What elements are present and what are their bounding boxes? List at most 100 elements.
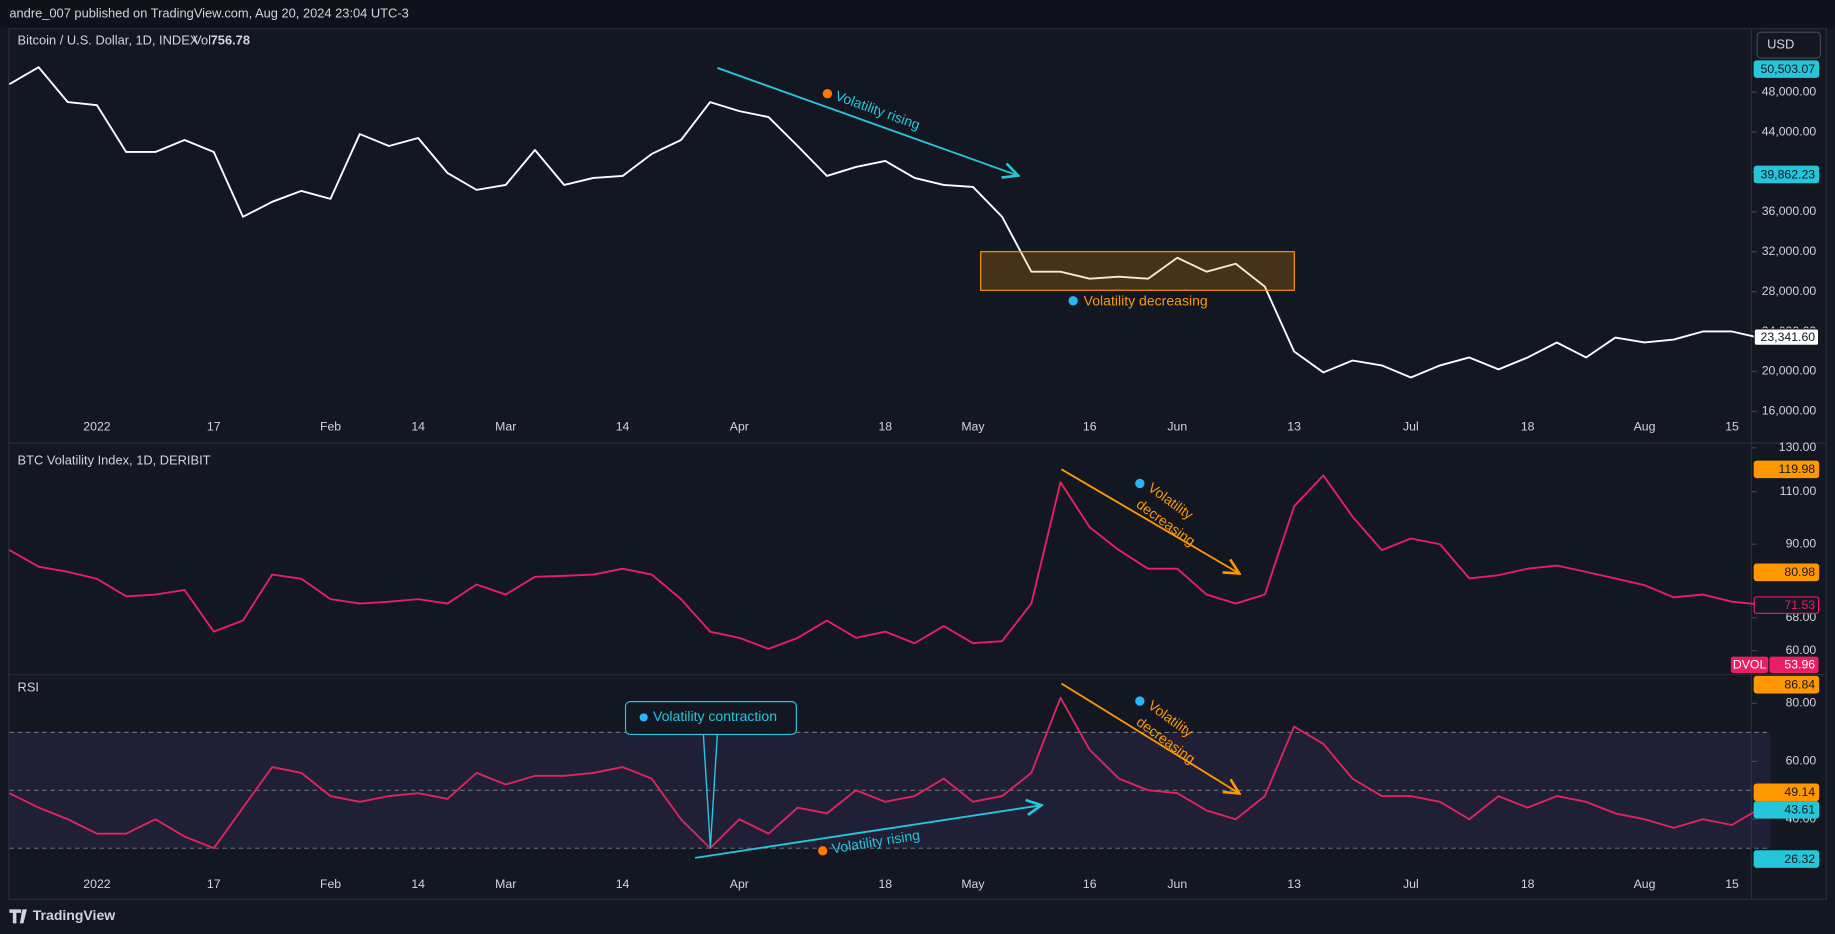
y-tick-label: 60.00 xyxy=(1786,643,1817,657)
price-label-box xyxy=(1753,850,1820,868)
arrow xyxy=(1060,468,1239,573)
annotation: Volatility contraction xyxy=(653,708,777,724)
x-tick-label: 18 xyxy=(1521,419,1535,433)
y-tick-label: 20,000.00 xyxy=(1762,364,1817,378)
header-bar xyxy=(0,0,1835,29)
currency[interactable]: USD xyxy=(1767,37,1794,52)
price-label-box xyxy=(1753,328,1820,346)
header-text: andre_007 published on TradingView.com, … xyxy=(9,6,408,21)
symbol-value: 53.96 xyxy=(1784,658,1815,672)
y-tick-label: 32,000.00 xyxy=(1762,244,1817,258)
price-label-box xyxy=(1753,460,1820,479)
pane-title: BTC Volatility Index, 1D, DERIBIT xyxy=(18,453,211,468)
symbol: DVOL xyxy=(1733,658,1767,672)
fire-icon xyxy=(818,846,828,856)
volume-value: 756.78 xyxy=(211,32,250,47)
frame xyxy=(8,28,1827,901)
price-label-box xyxy=(1753,596,1820,614)
y-tick-label: 60.00 xyxy=(1786,754,1817,768)
x-tick-label: 13 xyxy=(1287,419,1301,433)
price-label: 39,862.23 xyxy=(1761,167,1816,181)
annotation: Volatility decreasing xyxy=(1084,293,1208,309)
x-tick-label: 14 xyxy=(411,419,425,433)
y-tick-label: 48,000.00 xyxy=(1762,84,1817,98)
x-tick-label: 17 xyxy=(207,877,221,891)
x-tick-label: Jun xyxy=(1167,877,1187,891)
x-tick-label: 14 xyxy=(411,877,425,891)
x-tick-label: Jun xyxy=(1167,419,1187,433)
droplet-icon xyxy=(1068,296,1078,306)
price-label: 26.32 xyxy=(1784,852,1815,866)
brand[interactable]: TradingView xyxy=(33,907,115,923)
x-tick-label: Feb xyxy=(320,419,341,433)
price-label: 49.14 xyxy=(1784,785,1815,799)
x-tick-label: 18 xyxy=(878,419,892,433)
x-tick-label: May xyxy=(961,419,985,433)
price-label: 80.98 xyxy=(1784,565,1815,579)
x-tick-label: 16 xyxy=(1083,419,1097,433)
y-tick-label: 16,000.00 xyxy=(1762,404,1817,418)
price-label-box xyxy=(1753,783,1820,802)
price-label: 119.98 xyxy=(1778,462,1815,476)
callout-pointer xyxy=(702,733,719,848)
plot-layer: 16,000.0020,000.0024,000.0028,000.0032,0… xyxy=(8,60,1820,891)
x-tick-label: 14 xyxy=(616,419,630,433)
arrow xyxy=(717,67,1018,176)
icon xyxy=(639,713,648,722)
price-line xyxy=(8,66,1762,379)
x-tick-label: Apr xyxy=(730,419,749,433)
y-tick-label: 90.00 xyxy=(1786,536,1817,550)
price-line xyxy=(8,696,1762,850)
x-tick-label: 16 xyxy=(1083,877,1097,891)
y-tick-label: 80.00 xyxy=(1786,696,1817,710)
x-tick-label: Aug xyxy=(1634,419,1656,433)
volume-label: Vol xyxy=(193,32,211,47)
x-tick-label: 15 xyxy=(1725,419,1739,433)
price-label-box xyxy=(1753,563,1820,582)
x-tick-label: 18 xyxy=(1521,877,1535,891)
price-label-box xyxy=(1753,165,1820,184)
price-line xyxy=(8,474,1762,650)
range-box xyxy=(980,251,1295,291)
symbol-value-box xyxy=(1769,656,1819,673)
arrow xyxy=(695,805,1041,859)
price-label: 86.84 xyxy=(1784,678,1815,692)
x-tick-label: 13 xyxy=(1287,877,1301,891)
price-label-box xyxy=(1753,675,1820,694)
x-tick-label: Mar xyxy=(495,877,516,891)
price-label-box xyxy=(1753,801,1820,819)
x-tick-label: Mar xyxy=(495,419,516,433)
pane-frames xyxy=(8,28,1827,901)
x-tick-label: Aug xyxy=(1634,877,1656,891)
price-label: 23,341.60 xyxy=(1761,330,1816,344)
y-tick-label: 110.00 xyxy=(1780,484,1817,498)
price-label: 50,503.07 xyxy=(1761,62,1816,76)
currency-button[interactable] xyxy=(1756,31,1821,59)
x-tick-label: Feb xyxy=(320,877,341,891)
x-tick-label: 18 xyxy=(878,877,892,891)
brand-logo xyxy=(9,909,27,924)
x-tick-label: 2022 xyxy=(83,419,110,433)
price-label: 43.61 xyxy=(1784,803,1815,817)
y-tick-label: 28,000.00 xyxy=(1762,284,1817,298)
arrow xyxy=(1060,682,1239,794)
y-tick-label: 130.00 xyxy=(1779,440,1817,454)
x-tick-label: 15 xyxy=(1725,877,1739,891)
droplet-icon xyxy=(1135,478,1145,489)
x-tick-label: 17 xyxy=(207,419,221,433)
price-label-box xyxy=(1753,60,1820,78)
price-label: 71.53 xyxy=(1784,598,1815,612)
x-tick-label: May xyxy=(961,877,985,891)
x-tick-label: 2022 xyxy=(83,877,110,891)
x-tick-label: Jul xyxy=(1403,419,1419,433)
x-tick-label: 14 xyxy=(616,877,630,891)
callout-box xyxy=(624,701,797,735)
symbol-box xyxy=(1730,656,1769,673)
x-tick-label: Apr xyxy=(730,877,749,891)
y-tick-label: 44,000.00 xyxy=(1762,124,1817,138)
x-tick-label: Jul xyxy=(1403,877,1419,891)
pane-title: RSI xyxy=(18,680,39,695)
